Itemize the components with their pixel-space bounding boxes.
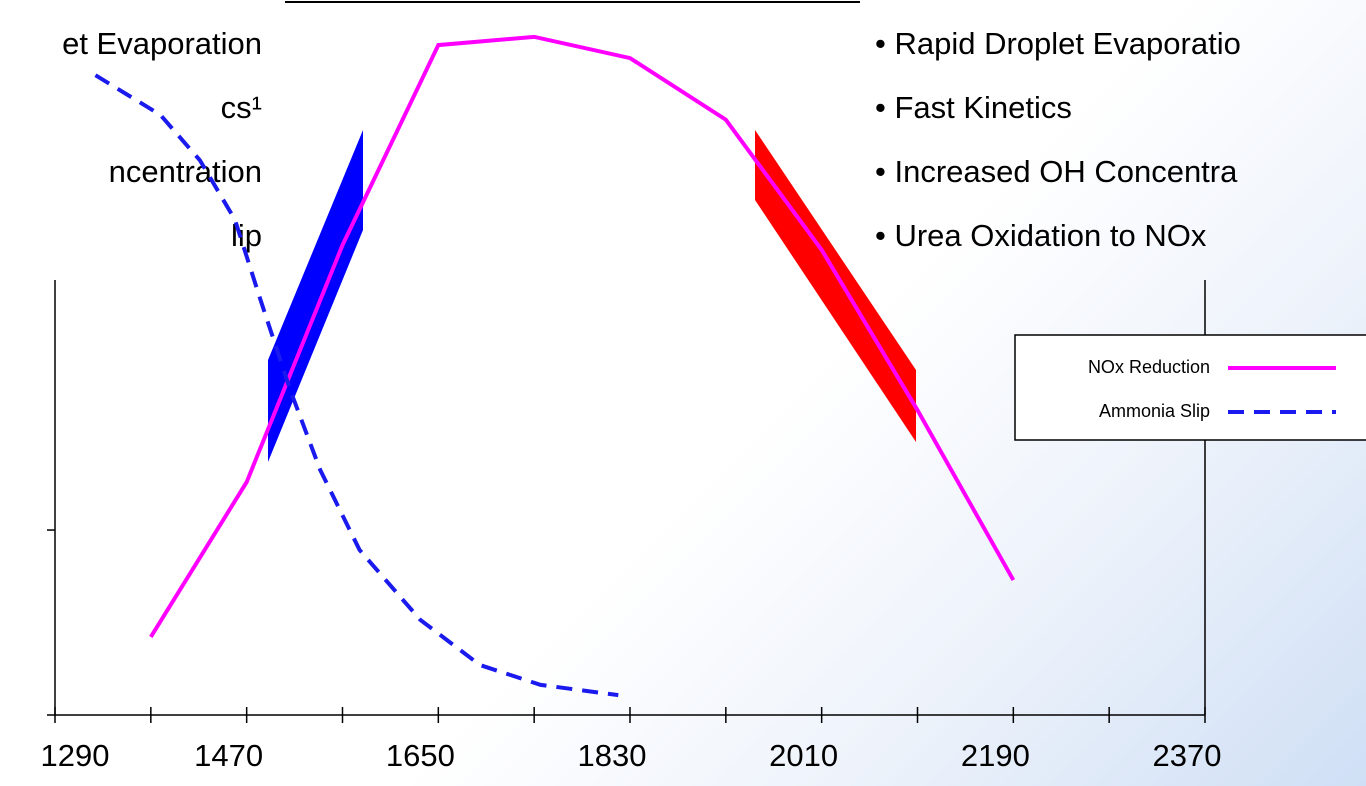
high-temp-window	[755, 130, 916, 442]
bullet-text: • Increased OH Concentra	[875, 154, 1238, 189]
legend	[1014, 334, 1366, 441]
series-line	[94, 73, 619, 698]
x-tick-label: 2010	[769, 738, 838, 773]
side-text: cs¹	[221, 90, 262, 125]
series-line	[149, 34, 1016, 638]
bullet-text: • Fast Kinetics	[875, 90, 1072, 125]
x-tick-label: 1470	[194, 738, 263, 773]
bullet-text: • Urea Oxidation to NOx	[875, 218, 1207, 253]
x-tick-label: 1830	[578, 738, 647, 773]
legend-label: NOx Reduction	[1088, 357, 1210, 377]
side-text: et Evaporation	[62, 26, 262, 61]
x-tick-label: 1290	[41, 738, 110, 773]
x-tick-label: 2370	[1153, 738, 1222, 773]
legend-label: Ammonia Slip	[1099, 401, 1210, 421]
side-text: ncentration	[109, 154, 262, 189]
bullet-text: • Rapid Droplet Evaporatio	[875, 26, 1241, 61]
x-tick-label: 2190	[961, 738, 1030, 773]
low-temp-window	[268, 130, 363, 462]
x-tick-label: 1650	[386, 738, 455, 773]
